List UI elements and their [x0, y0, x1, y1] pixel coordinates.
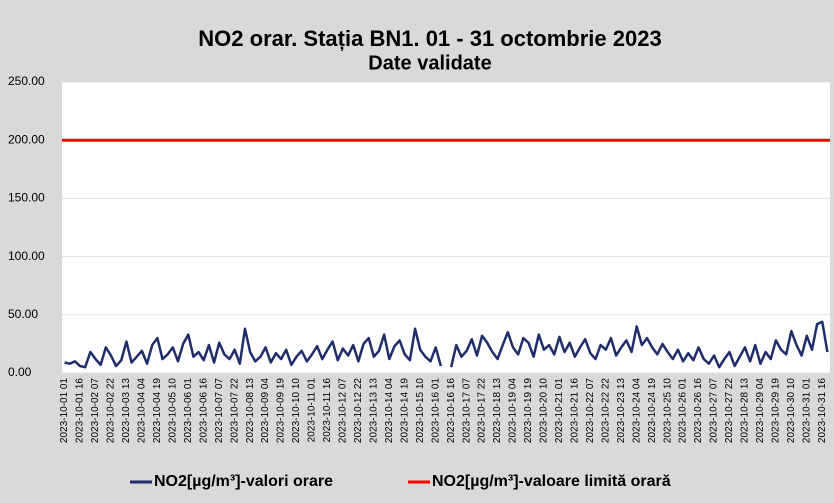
- legend-label: NO2[µg/m³]-valoare limită orară: [432, 473, 671, 490]
- x-tick-label: 2023-10-01 01: [59, 378, 70, 443]
- x-tick-label: 2023-10-23 13: [616, 378, 627, 443]
- x-tick-label: 2023-10-06 01: [183, 378, 194, 443]
- x-tick-label: 2023-10-09 04: [260, 378, 271, 443]
- x-tick-label: 2023-10-15 10: [415, 378, 426, 443]
- y-tick-label: 150.00: [8, 191, 45, 205]
- x-tick-label: 2023-10-20 10: [539, 378, 550, 443]
- x-tick-label: 2023-10-02 07: [90, 378, 101, 443]
- x-tick-label: 2023-10-28 13: [740, 378, 751, 443]
- y-tick-label: 50.00: [8, 307, 38, 321]
- chart-subtitle: Date validate: [368, 52, 491, 74]
- x-tick-label: 2023-10-21 01: [554, 378, 565, 443]
- x-tick-label: 2023-10-02 22: [106, 378, 117, 443]
- x-tick-label: 2023-10-25 10: [662, 378, 673, 443]
- x-tick-label: 2023-10-22 07: [585, 378, 596, 443]
- x-tick-label: 2023-10-29 19: [771, 378, 782, 443]
- x-tick-label: 2023-10-01 16: [75, 378, 86, 443]
- x-tick-label: 2023-10-16 01: [430, 378, 441, 443]
- data-line: [64, 320, 829, 369]
- plot-area: [62, 82, 830, 373]
- x-tick-label: 2023-10-12 22: [353, 378, 364, 443]
- legend-label: NO2[µg/m³]-valori orare: [154, 473, 333, 490]
- x-tick-label: 2023-10-07 07: [214, 378, 225, 443]
- x-tick-label: 2023-10-27 22: [724, 378, 735, 443]
- x-tick-label: 2023-10-17 22: [477, 378, 488, 443]
- x-tick-label: 2023-10-19 04: [508, 378, 519, 443]
- x-tick-label: 2023-10-14 19: [399, 378, 410, 443]
- x-tick-label: 2023-10-04 19: [152, 378, 163, 443]
- x-tick-label: 2023-10-16 16: [446, 378, 457, 443]
- y-tick-label: 100.00: [8, 249, 45, 263]
- x-tick-label: 2023-10-08 13: [245, 378, 256, 443]
- x-tick-label: 2023-10-07 22: [229, 378, 240, 443]
- x-tick-label: 2023-10-14 04: [384, 378, 395, 443]
- x-tick-label: 2023-10-11 01: [307, 378, 318, 443]
- x-tick-label: 2023-10-17 07: [461, 378, 472, 443]
- x-tick-label: 2023-10-26 01: [678, 378, 689, 443]
- chart-title: NO2 orar. Stația BN1. 01 - 31 octombrie …: [198, 26, 661, 51]
- y-tick-label: 0.00: [8, 365, 32, 379]
- x-tick-label: 2023-10-12 07: [338, 378, 349, 443]
- x-tick-label: 2023-10-27 07: [709, 378, 720, 443]
- x-tick-label: 2023-10-24 19: [647, 378, 658, 443]
- x-tick-label: 2023-10-21 16: [569, 378, 580, 443]
- y-tick-label: 200.00: [8, 132, 45, 146]
- x-tick-label: 2023-10-30 10: [786, 378, 797, 443]
- x-tick-label: 2023-10-06 16: [198, 378, 209, 443]
- x-tick-label: 2023-10-31 16: [817, 378, 828, 443]
- x-tick-label: 2023-10-24 04: [631, 378, 642, 443]
- x-tick-label: 2023-10-09 19: [276, 378, 287, 443]
- x-tick-label: 2023-10-18 13: [492, 378, 503, 443]
- x-tick-label: 2023-10-31 01: [801, 378, 812, 443]
- x-tick-label: 2023-10-04 04: [137, 378, 148, 443]
- y-tick-label: 250.00: [8, 74, 45, 88]
- x-tick-label: 2023-10-26 16: [693, 378, 704, 443]
- x-tick-label: 2023-10-13 13: [368, 378, 379, 443]
- x-tick-label: 2023-10-05 10: [167, 378, 178, 443]
- x-tick-label: 2023-10-11 16: [322, 378, 333, 443]
- x-tick-label: 2023-10-22 22: [600, 378, 611, 443]
- x-tick-label: 2023-10-03 13: [121, 378, 132, 443]
- x-tick-label: 2023-10-19 19: [523, 378, 534, 443]
- x-tick-label: 2023-10-10 10: [291, 378, 302, 443]
- x-tick-label: 2023-10-29 04: [755, 378, 766, 443]
